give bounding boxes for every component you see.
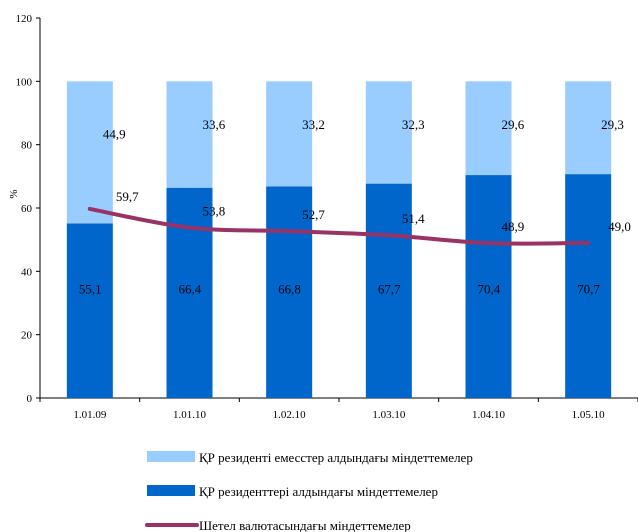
- x-tick-label: 1.04.10: [472, 409, 506, 421]
- y-tick-label: 60: [21, 203, 33, 215]
- data-label-nonresidents: 32,3: [402, 117, 425, 132]
- data-label-line: 49,0: [608, 219, 631, 234]
- y-tick-label: 0: [27, 393, 33, 405]
- axes: 0 20 40 60 80 100 120% 1.01.09 1.01.10 1.02.10 1.0…: [8, 13, 638, 421]
- data-label-line: 53,8: [203, 204, 226, 219]
- data-label-line: 48,9: [502, 219, 525, 234]
- bar-nonresidents: [465, 81, 512, 176]
- data-label-nonresidents: 44,9: [103, 126, 126, 141]
- bar-residents: [465, 175, 512, 398]
- x-tick-label: 1.02.10: [273, 409, 307, 421]
- bars: [66, 81, 612, 398]
- data-label-line: 52,7: [302, 207, 325, 222]
- data-label-nonresidents: 29,3: [601, 117, 624, 132]
- bar-nonresidents: [66, 81, 113, 224]
- bar-nonresidents: [565, 81, 612, 175]
- bar-residents: [266, 186, 313, 398]
- y-tick-label: 80: [21, 140, 33, 152]
- bar-residents: [66, 223, 113, 398]
- line-foreign-currency: [87, 206, 591, 246]
- bar-nonresidents: [266, 81, 313, 187]
- legend-entry: ҚР резиденттері алдындағы міндеттемелер: [199, 484, 438, 499]
- y-tick-label: 100: [16, 76, 33, 88]
- bar-residents: [166, 187, 213, 398]
- data-label-line: 51,4: [402, 211, 425, 226]
- data-label-residents: 66,8: [278, 282, 301, 297]
- bar-residents: [565, 174, 612, 398]
- legend-swatch: [147, 485, 195, 496]
- data-label-line: 59,7: [116, 189, 139, 204]
- legend-entry: Шетел валютасындағы міндеттемелер: [199, 518, 411, 532]
- data-label-residents: 70,7: [577, 282, 600, 297]
- data-label-nonresidents: 29,6: [502, 117, 525, 132]
- data-label-residents: 55,1: [79, 282, 102, 297]
- legend-swatch: [147, 451, 195, 462]
- data-label-residents: 66,4: [179, 282, 202, 297]
- legend-entry: ҚР резиденті емесстер алдындағы міндетте…: [199, 450, 473, 465]
- x-tick-label: 1.03.10: [372, 409, 406, 421]
- data-label-nonresidents: 33,6: [203, 117, 226, 132]
- x-tick-label: 1.05.10: [572, 409, 606, 421]
- bar-nonresidents: [365, 81, 412, 184]
- legend: ҚР резиденті емесстер алдындағы міндетте…: [145, 450, 473, 532]
- y-tick-label: 40: [21, 266, 33, 278]
- line-series: [87, 206, 591, 246]
- x-tick-label: 1.01.10: [173, 409, 207, 421]
- bar-residents: [365, 183, 412, 398]
- data-labels: 55,1 44,9 66,4 33,6 66,8 33,2 67,7 32,3 70,4 29,6…: [79, 117, 631, 297]
- x-tick-label: 1.01.09: [73, 409, 107, 421]
- y-axis-label: %: [8, 189, 20, 198]
- data-label-nonresidents: 33,2: [302, 117, 325, 132]
- data-label-residents: 67,7: [378, 282, 401, 297]
- y-tick-label: 20: [21, 330, 33, 342]
- bar-nonresidents: [166, 81, 213, 188]
- y-tick-label: 120: [16, 13, 33, 25]
- data-label-residents: 70,4: [478, 282, 501, 297]
